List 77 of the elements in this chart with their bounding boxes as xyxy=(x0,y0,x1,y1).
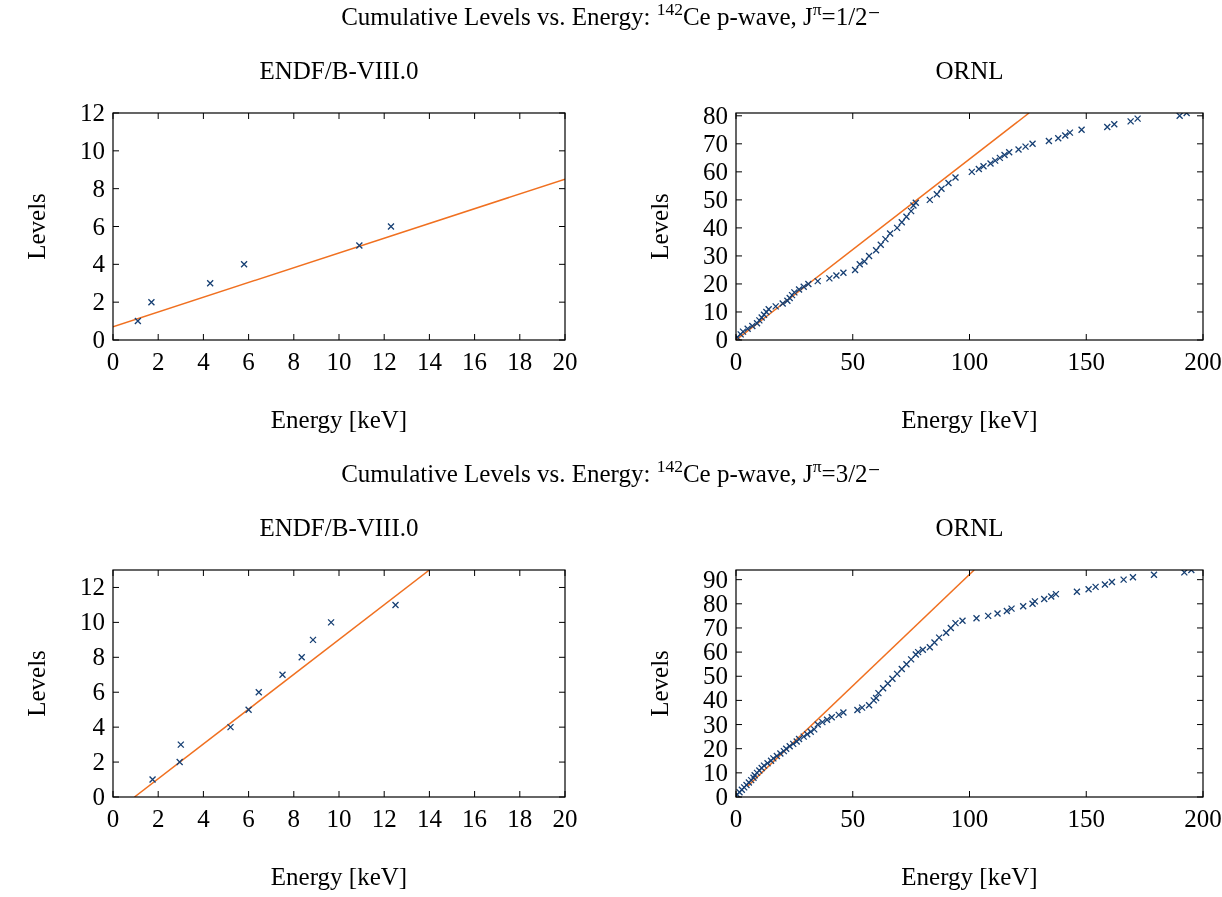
chart-subtitle: ORNL xyxy=(935,514,1004,541)
y-tick-label: 2 xyxy=(92,748,105,776)
point xyxy=(244,706,253,714)
x-tick-label: 2 xyxy=(151,805,165,832)
x-tick-label: 14 xyxy=(416,348,443,375)
x-tick-label: 50 xyxy=(840,805,866,832)
x-tick-label: 100 xyxy=(950,348,989,375)
y-axis-title: Levels xyxy=(23,650,50,717)
x-axis-title: Energy [keV] xyxy=(901,863,1038,890)
y-tick-label: 70 xyxy=(703,129,728,157)
x-tick-label: 8 xyxy=(287,805,301,832)
y-tick-label: 60 xyxy=(703,157,728,185)
x-tick-label: 12 xyxy=(371,348,397,375)
x-tick-label: 2 xyxy=(151,348,165,375)
x-tick-label: 150 xyxy=(1067,805,1105,832)
point xyxy=(309,636,317,644)
y-tick-label: 20 xyxy=(703,269,728,297)
y-tick-label: 6 xyxy=(92,678,105,706)
x-tick-label: 50 xyxy=(840,348,866,375)
x-axis-title: Energy [keV] xyxy=(270,863,408,890)
y-tick-label: 40 xyxy=(703,213,728,241)
point xyxy=(147,298,156,306)
y-tick-label: 8 xyxy=(92,174,105,202)
point xyxy=(391,601,400,609)
x-tick-label: 150 xyxy=(1067,348,1105,375)
x-tick-label: 6 xyxy=(242,348,255,375)
y-tick-label: 4 xyxy=(92,250,106,278)
chart-subtitle: ENDF/B-VIII.0 xyxy=(259,514,419,541)
x-tick-label: 100 xyxy=(950,805,989,832)
x-tick-label: 16 xyxy=(462,348,488,375)
x-tick-label: 200 xyxy=(1184,805,1222,832)
point xyxy=(177,740,185,749)
y-tick-label: 0 xyxy=(715,326,728,353)
point xyxy=(240,260,248,268)
x-tick-label: 200 xyxy=(1184,348,1222,375)
x-tick-label: 10 xyxy=(326,348,352,375)
x-tick-label: 12 xyxy=(371,805,397,832)
y-axis-title: Levels xyxy=(23,193,50,260)
y-tick-label: 2 xyxy=(92,288,105,316)
x-tick-label: 14 xyxy=(416,805,443,832)
chart-subtitle: ENDF/B-VIII.0 xyxy=(259,57,419,84)
chart-title: Cumulative Levels vs. Energy: $^{142}$Ce p-wave, J$^{π}$=3/2⁻ xyxy=(341,456,881,487)
x-axis-title: Energy [keV] xyxy=(270,406,408,433)
y-tick-label: 0 xyxy=(715,783,728,810)
chart-title: Cumulative Levels vs. Energy: $^{142}$Ce p-wave, J$^{π}$=1/2⁻ xyxy=(341,0,881,30)
point xyxy=(387,222,395,231)
y-tick-label: 10 xyxy=(80,136,105,164)
y-axis-title: Levels xyxy=(646,650,673,717)
x-tick-label: 18 xyxy=(507,805,533,832)
y-tick-label: 10 xyxy=(80,608,105,636)
x-tick-label: 18 xyxy=(507,348,533,375)
y-tick-label: 8 xyxy=(92,643,105,671)
y-tick-label: 4 xyxy=(92,713,106,741)
x-tick-label: 20 xyxy=(552,805,578,832)
x-axis-title: Energy [keV] xyxy=(901,406,1038,433)
x-tick-label: 4 xyxy=(197,348,211,375)
x-tick-label: 4 xyxy=(197,805,211,832)
x-tick-label: 16 xyxy=(462,805,488,832)
y-tick-label: 10 xyxy=(703,297,728,325)
y-tick-label: 80 xyxy=(703,101,728,129)
point xyxy=(327,618,335,627)
y-axis-title: Levels xyxy=(646,193,673,260)
y-tick-label: 0 xyxy=(92,326,105,353)
y-tick-label: 6 xyxy=(92,212,105,240)
chart-subtitle: ORNL xyxy=(935,57,1004,84)
point xyxy=(176,758,184,766)
point xyxy=(226,723,235,731)
x-tick-label: 20 xyxy=(552,348,578,375)
y-tick-label: 30 xyxy=(703,241,728,269)
y-tick-label: 12 xyxy=(80,573,105,601)
x-tick-label: 8 xyxy=(287,348,301,375)
point xyxy=(278,671,287,679)
y-tick-label: 50 xyxy=(703,185,728,213)
y-tick-label: 12 xyxy=(80,99,105,126)
y-tick-label: 0 xyxy=(92,783,105,810)
x-tick-label: 6 xyxy=(242,805,255,832)
x-tick-label: 10 xyxy=(326,805,352,832)
